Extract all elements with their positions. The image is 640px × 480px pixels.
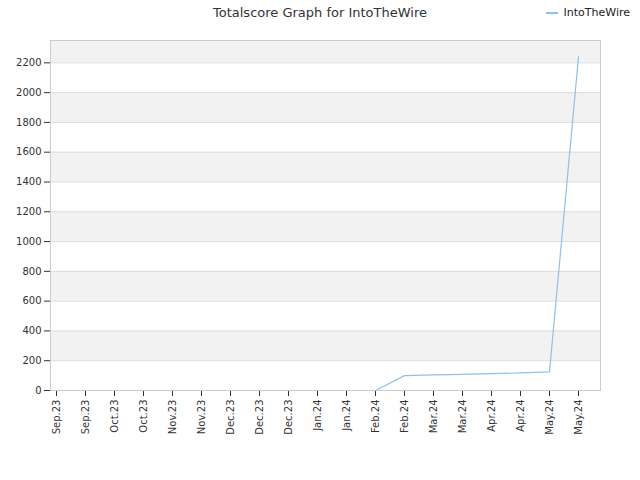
svg-text:Apr.24: Apr.24 <box>515 400 526 432</box>
svg-text:1200: 1200 <box>16 206 41 217</box>
svg-text:Mar.24: Mar.24 <box>428 400 439 434</box>
svg-text:Jan.24: Jan.24 <box>341 400 352 432</box>
svg-text:2000: 2000 <box>16 87 41 98</box>
svg-text:Dec.23: Dec.23 <box>283 400 294 435</box>
svg-text:Apr.24: Apr.24 <box>486 400 497 432</box>
svg-text:Sep.23: Sep.23 <box>80 400 91 435</box>
svg-text:800: 800 <box>22 266 41 277</box>
svg-text:2200: 2200 <box>16 57 41 68</box>
svg-text:Sep.23: Sep.23 <box>51 400 62 435</box>
svg-text:Oct.23: Oct.23 <box>109 400 120 433</box>
svg-text:May.24: May.24 <box>544 400 555 435</box>
svg-text:0: 0 <box>35 385 41 396</box>
html-text:Totalscore Graph for IntoTheWi: Totalscore Graph for IntoTheWire <box>213 5 427 20</box>
svg-text:May.24: May.24 <box>573 400 584 435</box>
svg-text:Mar.24: Mar.24 <box>457 400 468 434</box>
svg-text:1000: 1000 <box>16 236 41 247</box>
svg-text:Feb.24: Feb.24 <box>399 400 410 434</box>
html-text:IntoTheWire: IntoTheWire <box>563 6 630 19</box>
svg-text:1800: 1800 <box>16 117 41 128</box>
svg-text:Jan.24: Jan.24 <box>312 400 323 432</box>
svg-text:Feb.24: Feb.24 <box>370 400 381 434</box>
svg-text:200: 200 <box>22 355 41 366</box>
svg-text:600: 600 <box>22 295 41 306</box>
svg-text:1400: 1400 <box>16 176 41 187</box>
svg-text:1600: 1600 <box>16 146 41 157</box>
svg-text:Nov.23: Nov.23 <box>196 400 207 435</box>
svg-text:Nov.23: Nov.23 <box>167 400 178 435</box>
svg-text:Oct.23: Oct.23 <box>138 400 149 433</box>
svg-text:400: 400 <box>22 325 41 336</box>
svg-text:Dec.23: Dec.23 <box>225 400 236 435</box>
svg-text:Dec.23: Dec.23 <box>254 400 265 435</box>
